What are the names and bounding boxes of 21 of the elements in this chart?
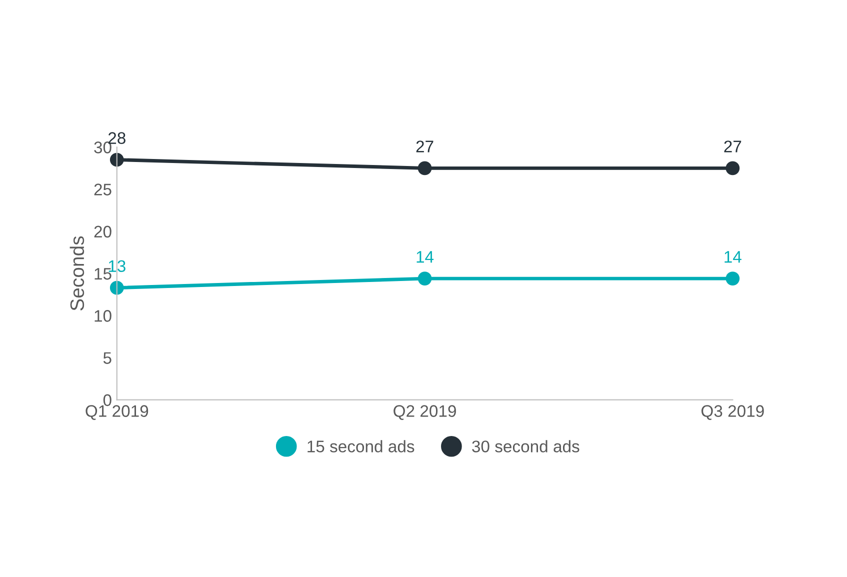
point bbox=[418, 161, 432, 176]
y-axis-title: Seconds bbox=[70, 236, 84, 310]
y-tick-label: 10 bbox=[94, 310, 112, 322]
x-tick-label: Q3 2019 bbox=[701, 405, 764, 420]
y-tick-label: 0 bbox=[103, 394, 112, 406]
x-tick-label: Q2 2019 bbox=[394, 405, 456, 420]
y-tick-label: 20 bbox=[94, 226, 112, 238]
legend-label: 30 second ads bbox=[472, 440, 580, 452]
data-label: 27 bbox=[724, 140, 742, 152]
data-label: 28 bbox=[108, 132, 126, 144]
y-tick-label: 5 bbox=[103, 352, 112, 364]
point bbox=[726, 272, 740, 286]
y-tick-label: 25 bbox=[94, 184, 112, 196]
point bbox=[726, 161, 740, 176]
point bbox=[418, 272, 432, 286]
x-tick-label: Q1 2019 bbox=[86, 405, 148, 420]
y-tick-label: 30 bbox=[94, 142, 112, 154]
legend-label: 15 second ads bbox=[308, 440, 414, 452]
data-label: 14 bbox=[724, 251, 742, 263]
data-label: 27 bbox=[416, 140, 434, 152]
data-label: 14 bbox=[416, 251, 434, 263]
